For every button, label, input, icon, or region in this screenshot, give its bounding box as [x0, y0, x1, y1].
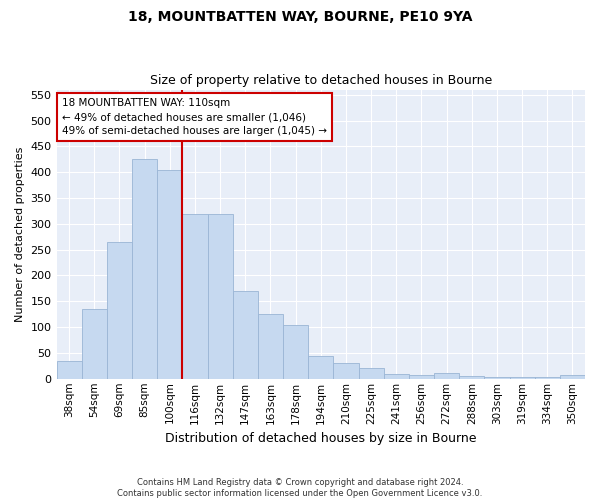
Bar — [208, 214, 233, 379]
Bar — [560, 375, 585, 379]
Bar — [107, 242, 132, 379]
Title: Size of property relative to detached houses in Bourne: Size of property relative to detached ho… — [149, 74, 492, 87]
Bar — [132, 160, 157, 379]
Bar — [459, 376, 484, 379]
Text: 18 MOUNTBATTEN WAY: 110sqm
← 49% of detached houses are smaller (1,046)
49% of s: 18 MOUNTBATTEN WAY: 110sqm ← 49% of deta… — [62, 98, 327, 136]
Bar — [509, 377, 535, 379]
Bar — [283, 324, 308, 379]
Bar — [258, 314, 283, 379]
Bar — [409, 374, 434, 379]
Bar — [383, 374, 409, 379]
Y-axis label: Number of detached properties: Number of detached properties — [15, 146, 25, 322]
Bar — [157, 170, 182, 379]
Bar — [182, 214, 208, 379]
Bar — [233, 291, 258, 379]
Bar — [434, 372, 459, 379]
Text: Contains HM Land Registry data © Crown copyright and database right 2024.
Contai: Contains HM Land Registry data © Crown c… — [118, 478, 482, 498]
Bar — [308, 356, 334, 379]
Bar — [484, 376, 509, 379]
Bar — [334, 364, 359, 379]
Bar — [535, 377, 560, 379]
Bar — [82, 309, 107, 379]
Bar — [359, 368, 383, 379]
Bar — [56, 360, 82, 379]
Text: 18, MOUNTBATTEN WAY, BOURNE, PE10 9YA: 18, MOUNTBATTEN WAY, BOURNE, PE10 9YA — [128, 10, 472, 24]
X-axis label: Distribution of detached houses by size in Bourne: Distribution of detached houses by size … — [165, 432, 476, 445]
